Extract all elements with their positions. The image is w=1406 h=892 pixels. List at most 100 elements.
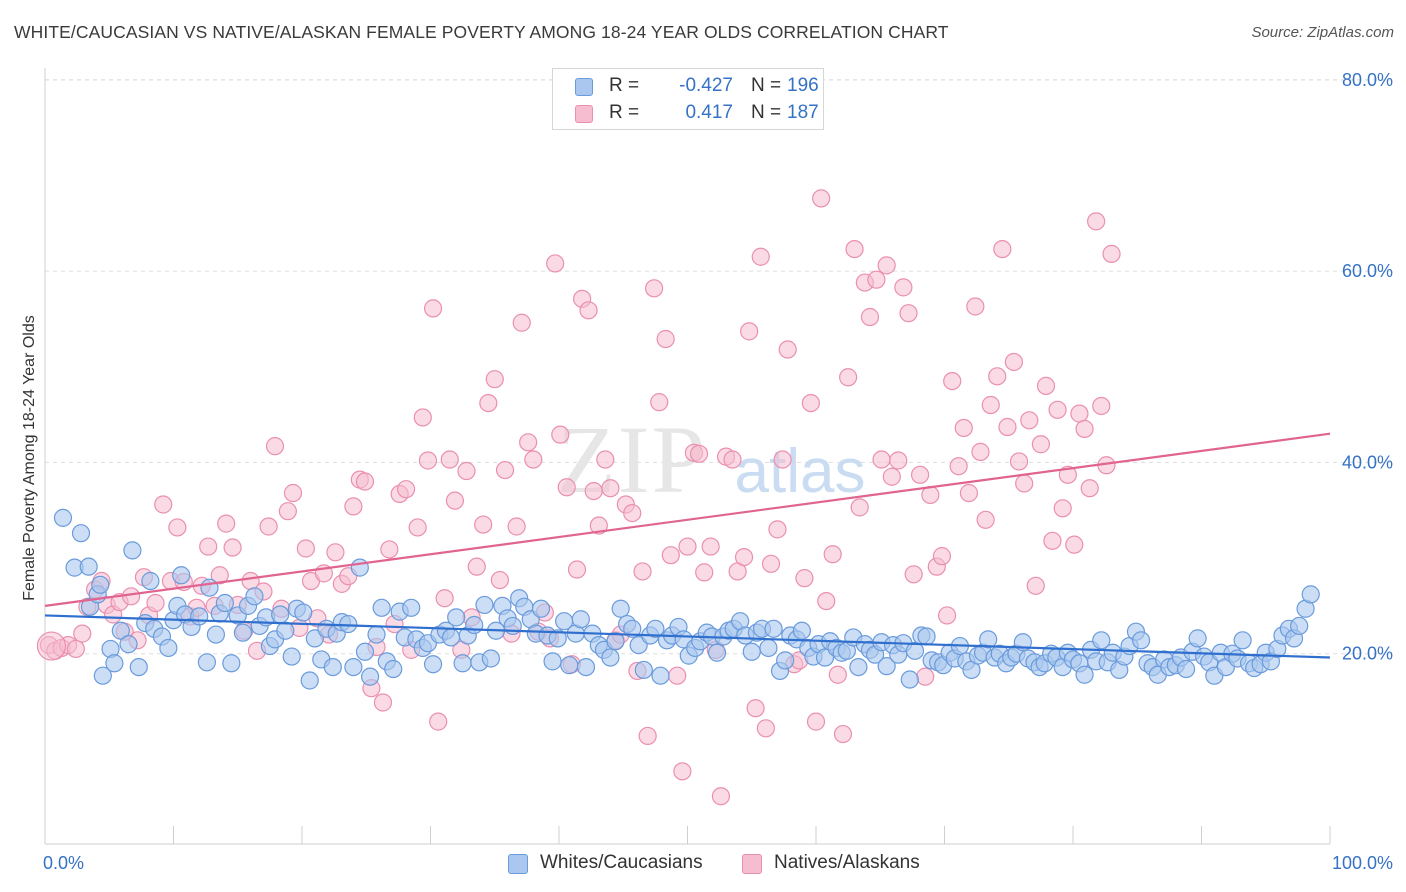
native-point	[344, 497, 363, 516]
native-point	[860, 307, 880, 327]
white-point	[323, 657, 342, 677]
native-point	[1031, 435, 1050, 454]
native-point	[355, 472, 375, 491]
native-point	[485, 370, 504, 389]
white-point	[465, 615, 484, 635]
native-point	[584, 481, 603, 501]
native-point	[954, 418, 973, 438]
native-point	[579, 301, 598, 320]
white-point	[197, 653, 217, 672]
watermark-zip: ZIP	[557, 406, 707, 513]
native-point	[154, 495, 173, 514]
white-point	[900, 670, 919, 689]
native-point	[850, 498, 869, 517]
native-point	[396, 480, 416, 499]
x-tick-label: 0.0%	[43, 853, 84, 873]
white-point	[543, 652, 562, 671]
watermark: ZIP atlas	[557, 406, 865, 513]
native-point	[993, 240, 1012, 259]
white-point	[141, 571, 160, 591]
y-axis-label: Female Poverty Among 18-24 Year Olds	[21, 315, 38, 601]
native-point	[380, 540, 399, 559]
chart-source: Source: ZipAtlas.com	[1251, 24, 1394, 41]
native-trend-line	[44, 432, 1331, 607]
white-point	[282, 647, 301, 666]
white-point	[79, 557, 98, 576]
white-point	[384, 659, 403, 679]
native-point	[1075, 419, 1094, 439]
white-point	[634, 660, 653, 680]
white-point	[344, 657, 363, 677]
white-point	[294, 603, 313, 622]
y-tick-label: 80.0%	[1342, 70, 1393, 90]
native-point	[589, 516, 608, 535]
white-point	[361, 667, 380, 686]
white-point	[481, 649, 500, 668]
white-point	[339, 614, 358, 634]
native-point	[773, 450, 792, 469]
white-point	[245, 587, 264, 606]
native-point	[695, 563, 714, 582]
white-point	[560, 656, 579, 675]
white-point	[350, 558, 369, 577]
x-tick-labels: 0.0% 100.0%	[43, 853, 1393, 873]
native-point	[937, 606, 957, 625]
white-point	[764, 619, 783, 638]
white-point	[877, 657, 896, 676]
legend-r-label: R =	[609, 75, 640, 96]
y-tick-label: 20.0%	[1342, 644, 1393, 664]
white-point	[111, 621, 130, 640]
native-point	[623, 503, 642, 523]
native-point	[296, 539, 315, 558]
native-point	[916, 667, 935, 686]
native-point	[36, 631, 67, 661]
white-point	[206, 625, 226, 644]
native-point	[146, 593, 165, 613]
white-point	[200, 578, 219, 597]
native-point	[988, 367, 1007, 386]
native-point	[168, 518, 187, 537]
native-point	[817, 591, 836, 611]
white-point	[548, 629, 567, 648]
native-point	[949, 457, 968, 476]
trend-lines	[44, 432, 1331, 659]
white-point	[606, 632, 625, 651]
native-point	[751, 247, 770, 266]
native-point	[519, 433, 538, 452]
legend-r-value: 0.417	[685, 102, 733, 123]
native-point	[932, 547, 952, 566]
white-point	[1075, 665, 1094, 684]
chart-title: WHITE/CAUCASIAN VS NATIVE/ALASKAN FEMALE…	[14, 22, 949, 42]
native-point	[413, 408, 432, 427]
native-point	[981, 395, 1000, 415]
white-point	[91, 575, 110, 594]
native-point	[435, 589, 454, 608]
native-point	[1065, 535, 1084, 554]
native-point	[812, 189, 831, 208]
native-point	[823, 545, 842, 564]
white-point	[190, 607, 209, 626]
white-point	[601, 648, 620, 667]
white-point	[1301, 585, 1320, 604]
white-point	[119, 635, 138, 654]
native-point	[633, 562, 652, 581]
native-point	[768, 520, 787, 539]
native-point	[507, 517, 526, 536]
native-point	[546, 254, 565, 273]
native-point	[877, 256, 896, 275]
white-point	[271, 605, 290, 624]
native-point	[259, 517, 278, 536]
native-point	[723, 450, 742, 469]
y-tick-labels: 20.0% 40.0% 60.0% 80.0%	[1342, 70, 1393, 664]
white-point	[355, 642, 375, 661]
white-points	[53, 508, 1320, 690]
white-point	[531, 599, 551, 618]
white-point	[233, 623, 252, 642]
native-point	[210, 566, 229, 585]
native-point	[1070, 404, 1089, 423]
native-point	[673, 762, 692, 781]
native-point	[1080, 479, 1099, 498]
native-point	[828, 665, 847, 684]
legend-swatch-native	[575, 105, 593, 123]
